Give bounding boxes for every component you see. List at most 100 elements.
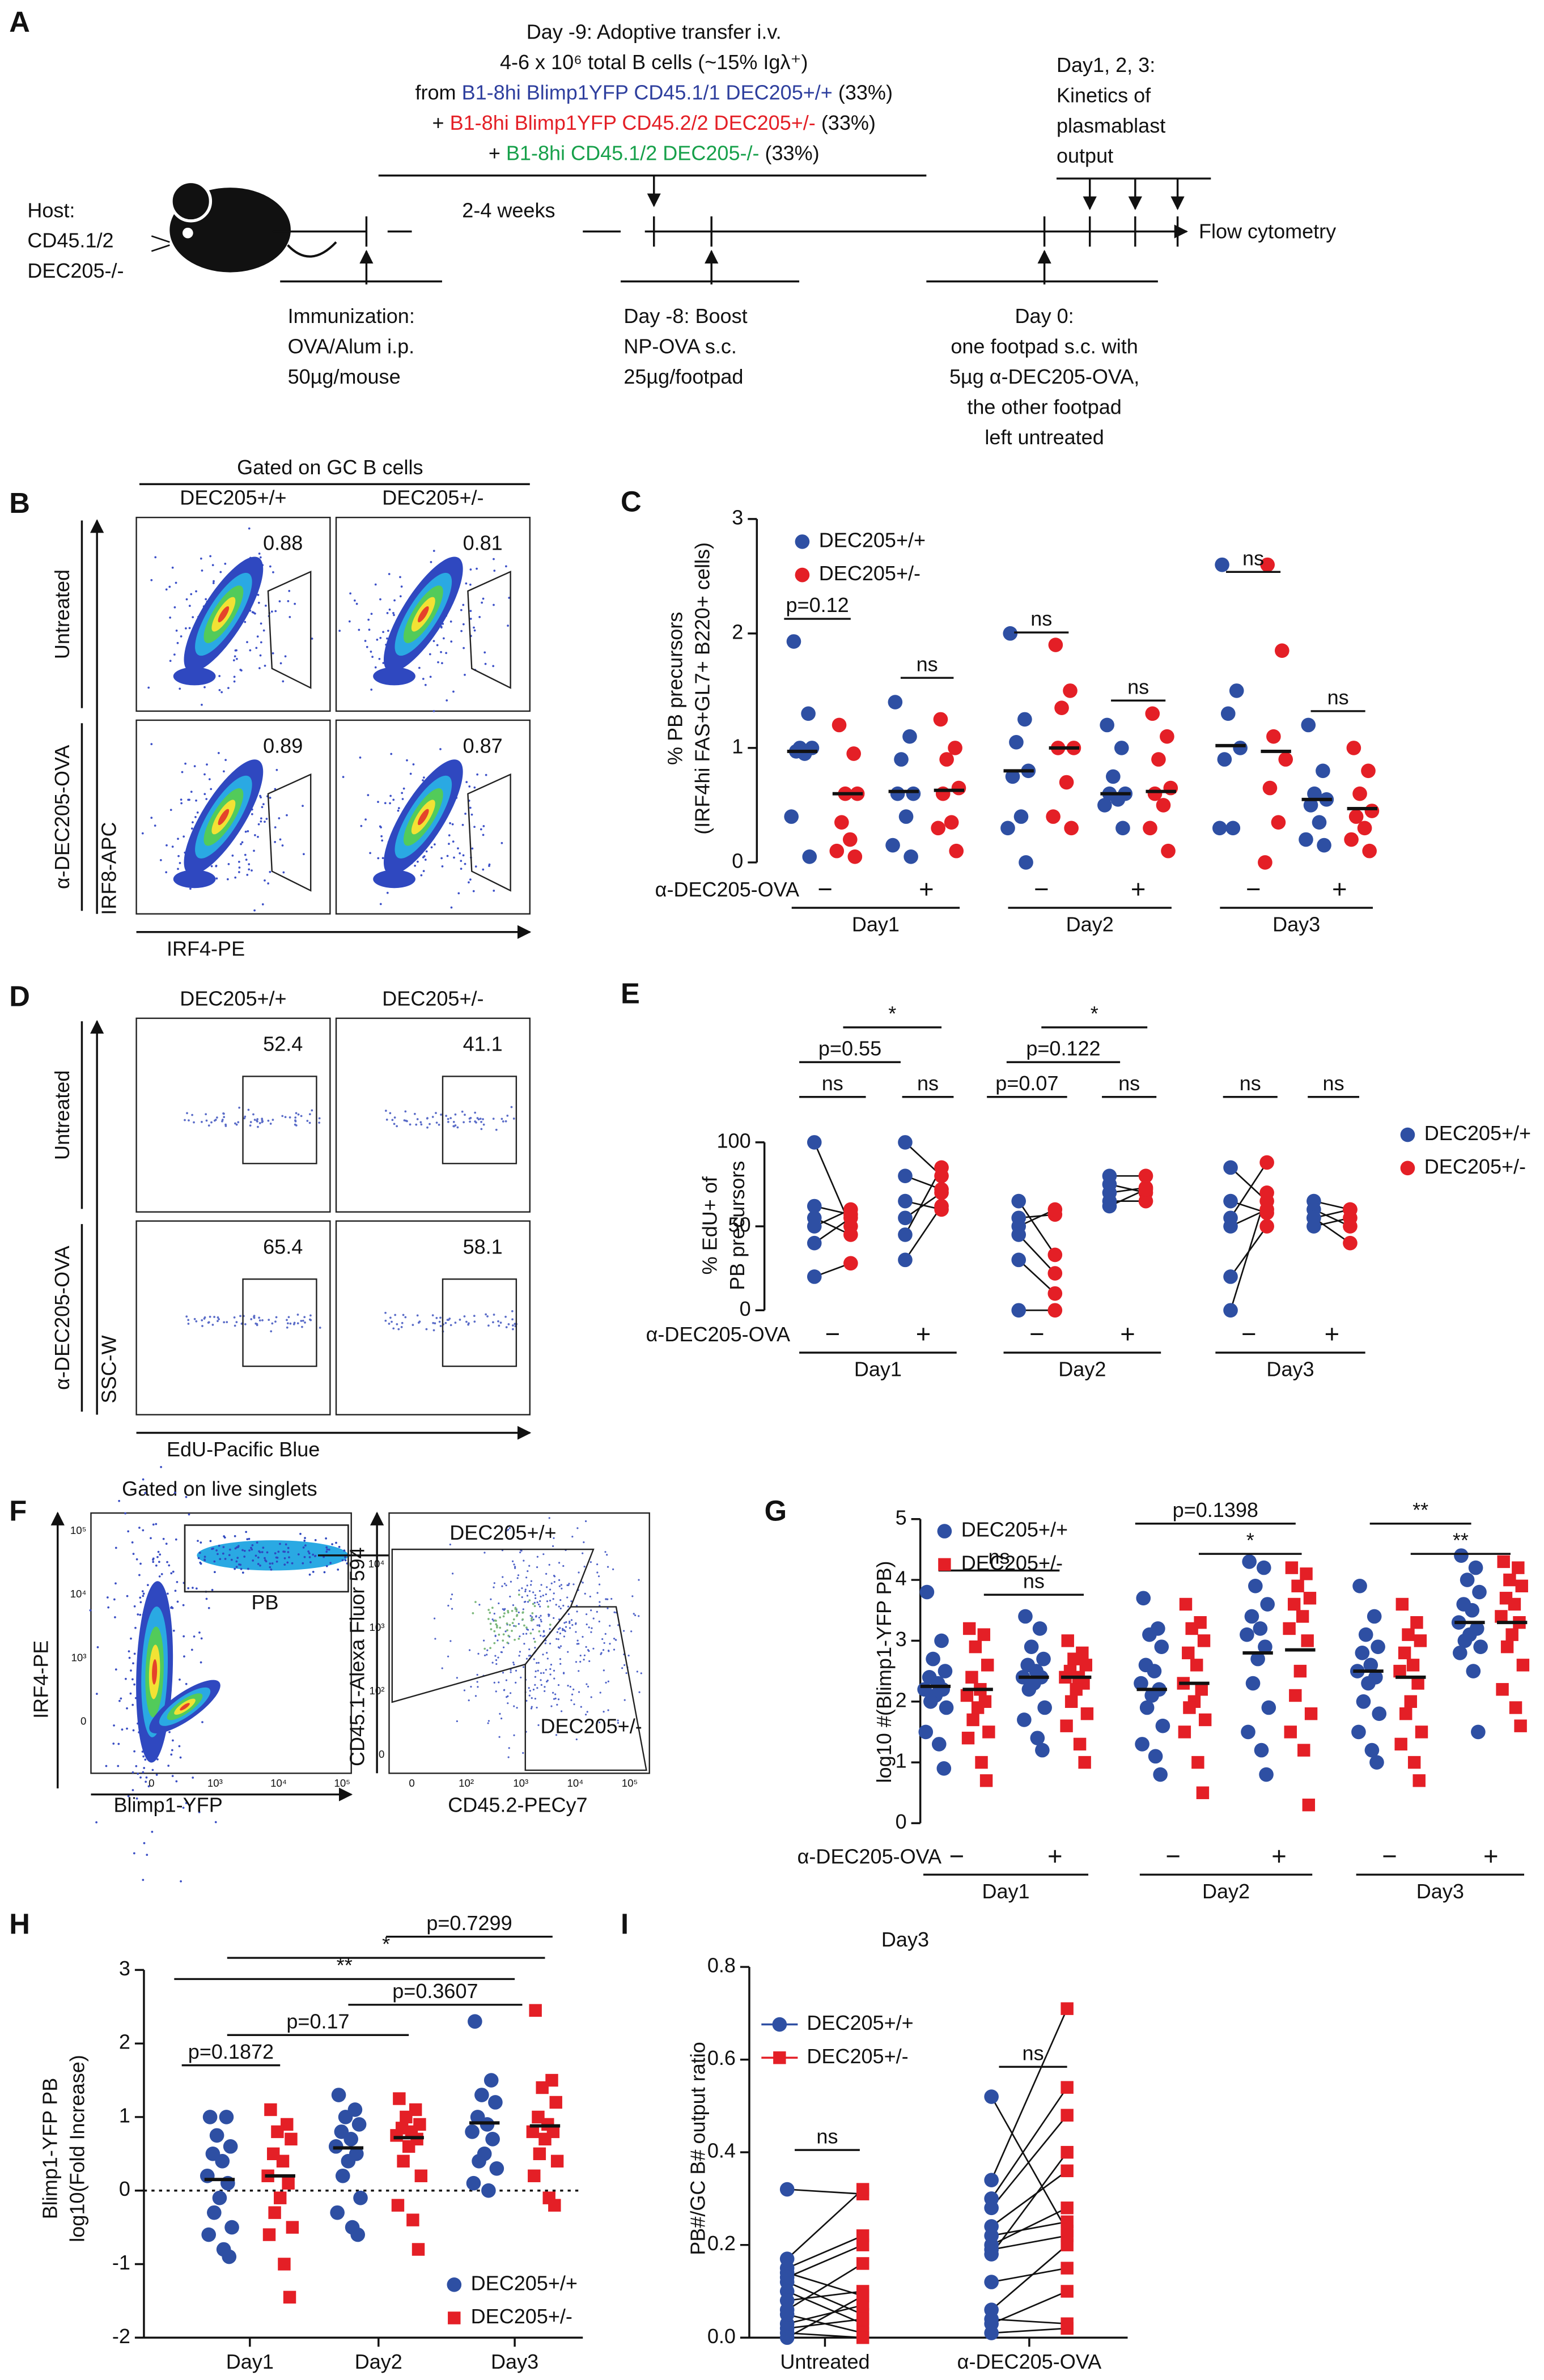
- x-tick-label: Day1: [226, 2350, 274, 2373]
- event-dot: [271, 1322, 274, 1325]
- chart-title: Day3: [881, 1928, 929, 1951]
- event-dot: [441, 1667, 443, 1669]
- legend-marker: [1400, 1127, 1415, 1142]
- data-point: [1160, 729, 1174, 744]
- event-dot: [201, 1319, 203, 1321]
- event-dot: [504, 1315, 507, 1318]
- event-dot: [294, 602, 296, 605]
- event-dot: [139, 1776, 142, 1779]
- event-dot: [211, 564, 214, 567]
- event-dot: [185, 1495, 188, 1498]
- data-point: [784, 809, 799, 824]
- event-dot: [526, 1595, 529, 1597]
- event-dot: [203, 686, 206, 688]
- event-dot: [114, 1616, 116, 1618]
- data-point: [1496, 1683, 1509, 1696]
- event-dot: [470, 813, 473, 816]
- event-dot: [262, 629, 265, 632]
- event-dot: [286, 1319, 288, 1321]
- event-dot: [205, 1119, 208, 1122]
- data-point: [1147, 1664, 1162, 1678]
- event-dot: [592, 1617, 595, 1620]
- event-dot: [210, 788, 213, 790]
- event-dot: [546, 1600, 549, 1603]
- event-dot: [504, 1630, 507, 1633]
- data-point: [1516, 1659, 1530, 1672]
- event-dot: [132, 1678, 134, 1681]
- data-point: [1017, 1712, 1032, 1727]
- data-point: [1351, 1724, 1366, 1740]
- event-dot: [434, 1322, 436, 1325]
- legend-label: DEC205+/+: [961, 1518, 1068, 1541]
- data-point: [1412, 1774, 1426, 1787]
- annotation: ns: [822, 1072, 843, 1095]
- event-dot: [533, 1658, 535, 1660]
- event-dot: [429, 1123, 431, 1125]
- event-dot: [474, 1695, 477, 1697]
- event-dot: [516, 1577, 519, 1579]
- event-dot: [546, 1586, 548, 1588]
- pair-line: [991, 2170, 1068, 2228]
- event-dot: [580, 1706, 582, 1708]
- event-dot: [243, 1556, 246, 1558]
- event-dot: [391, 1119, 394, 1121]
- event-dot: [479, 1117, 482, 1120]
- event-dot: [279, 838, 282, 841]
- event-dot: [344, 1559, 347, 1562]
- treatment-label: α-DEC205-OVA: [798, 1844, 941, 1868]
- event-dot: [462, 623, 465, 626]
- event-dot: [516, 1614, 519, 1616]
- treatment-sign: +: [919, 875, 934, 904]
- data-point: [281, 2118, 294, 2131]
- event-dot: [132, 1553, 135, 1556]
- event-dot: [515, 1610, 518, 1612]
- event-dot: [392, 612, 395, 614]
- event-dot: [328, 1548, 330, 1551]
- immunization-text: Immunization:: [288, 304, 415, 328]
- event-dot: [167, 1765, 170, 1767]
- event-dot: [464, 813, 466, 815]
- data-point: [1011, 1303, 1026, 1318]
- event-dot: [253, 1315, 256, 1318]
- event-dot: [249, 649, 252, 652]
- gate: [524, 1606, 647, 1771]
- event-dot: [247, 830, 249, 832]
- event-dot: [138, 1527, 141, 1529]
- event-dot: [168, 1731, 171, 1733]
- event-dot: [506, 1529, 508, 1532]
- event-dot: [502, 1639, 504, 1642]
- day0-text: left untreated: [985, 426, 1104, 449]
- event-dot: [532, 1618, 535, 1621]
- event-dot: [469, 806, 472, 809]
- event-dot: [497, 1320, 499, 1323]
- data-point: [1197, 1634, 1211, 1647]
- x-axis-label: CD45.2-PECy7: [448, 1794, 587, 1817]
- event-dot: [171, 845, 174, 848]
- data-point: [536, 2081, 549, 2094]
- gate: [242, 1076, 317, 1164]
- pair-line: [990, 2008, 1068, 2181]
- data-point: [1393, 1664, 1406, 1678]
- event-dot: [468, 1322, 470, 1325]
- data-point: [1215, 557, 1229, 572]
- data-point: [1260, 557, 1275, 572]
- event-dot: [550, 1582, 553, 1584]
- data-point: [1253, 1621, 1268, 1636]
- treatment-label: α-DEC205-OVA: [655, 878, 799, 901]
- event-dot: [277, 1550, 280, 1553]
- event-dot: [201, 1325, 203, 1327]
- event-dot: [113, 1724, 115, 1727]
- data-point: [801, 706, 816, 721]
- tick-label: 10³: [207, 1777, 223, 1789]
- legend-label: DEC205+/-: [819, 562, 921, 585]
- event-dot: [379, 598, 381, 601]
- data-point: [832, 717, 847, 733]
- event-dot: [254, 612, 256, 615]
- data-point: [1242, 1554, 1257, 1569]
- event-dot: [215, 877, 218, 880]
- data-point: [341, 2153, 356, 2169]
- annotation: p=0.1398: [1173, 1498, 1258, 1522]
- event-dot: [492, 665, 495, 668]
- event-dot: [589, 1595, 591, 1598]
- annotation: ns: [1323, 1072, 1344, 1095]
